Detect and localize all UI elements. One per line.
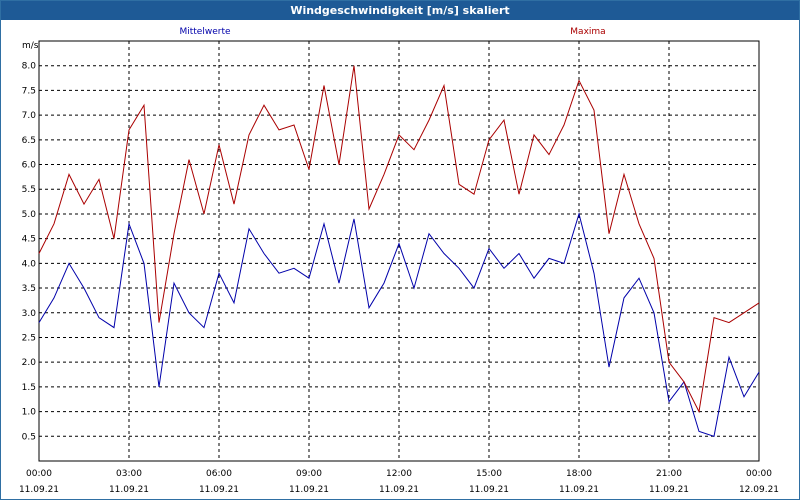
- x-tick-date: 11.09.21: [199, 485, 239, 495]
- x-tick-time: 09:00: [296, 469, 322, 479]
- series-line-maxima: [38, 65, 760, 414]
- x-tick-time: 06:00: [206, 469, 232, 479]
- x-tick-time: 12:00: [386, 469, 412, 479]
- x-tick-date: 11.09.21: [109, 485, 149, 495]
- x-tick-date: 11.09.21: [469, 485, 509, 495]
- x-tick-time: 03:00: [116, 469, 142, 479]
- series-label-mittelwerte: Mittelwerte: [179, 27, 230, 37]
- y-tick-label: 3.0: [22, 309, 37, 319]
- y-tick-label: 2.5: [22, 333, 36, 343]
- y-tick-label: 2.0: [22, 358, 37, 368]
- x-tick-time: 21:00: [656, 469, 682, 479]
- x-tick-time: 00:00: [746, 469, 772, 479]
- x-tick-date: 11.09.21: [559, 485, 599, 495]
- x-tick-date: 11.09.21: [19, 485, 59, 495]
- y-tick-label: 6.0: [22, 161, 37, 171]
- x-tick-date: 11.09.21: [379, 485, 419, 495]
- series-label-maxima: Maxima: [570, 27, 605, 37]
- grid: [39, 41, 759, 461]
- series-line-mittelwerte: [38, 212, 760, 437]
- y-tick-label: 5.0: [22, 210, 37, 220]
- x-tick-date: 12.09.21: [739, 485, 779, 495]
- y-tick-label: 4.5: [22, 235, 36, 245]
- y-tick-label: 3.5: [22, 284, 36, 294]
- x-tick-date: 11.09.21: [649, 485, 689, 495]
- chart-title: Windgeschwindigkeit [m/s] skaliert: [1, 1, 799, 20]
- y-axis-ticks: 0.5 1.0 1.5 2.0 2.5 3.0 3.5 4.0 4.5 5.0 5.5 6.0 6.5 7…: [22, 62, 37, 443]
- x-tick-date: 11.09.21: [289, 485, 329, 495]
- y-tick-label: 7.5: [22, 86, 36, 96]
- y-tick-label: 5.5: [22, 185, 36, 195]
- x-tick-time: 00:00: [26, 469, 52, 479]
- y-tick-label: 0.5: [22, 432, 36, 442]
- y-tick-label: 6.5: [22, 136, 36, 146]
- y-tick-label: 1.0: [22, 408, 37, 418]
- y-axis-label: m/s: [22, 41, 39, 51]
- series-group: [38, 65, 760, 437]
- x-tick-time: 15:00: [476, 469, 502, 479]
- y-tick-label: 4.0: [22, 259, 37, 269]
- y-tick-label: 8.0: [22, 62, 37, 72]
- x-axis-ticks: 00:00 11.09.21 03:00 11.09.21 06:00 11.09.21 0…: [19, 469, 779, 495]
- y-tick-label: 7.0: [22, 111, 37, 121]
- y-tick-label: 1.5: [22, 383, 36, 393]
- x-tick-time: 18:00: [566, 469, 592, 479]
